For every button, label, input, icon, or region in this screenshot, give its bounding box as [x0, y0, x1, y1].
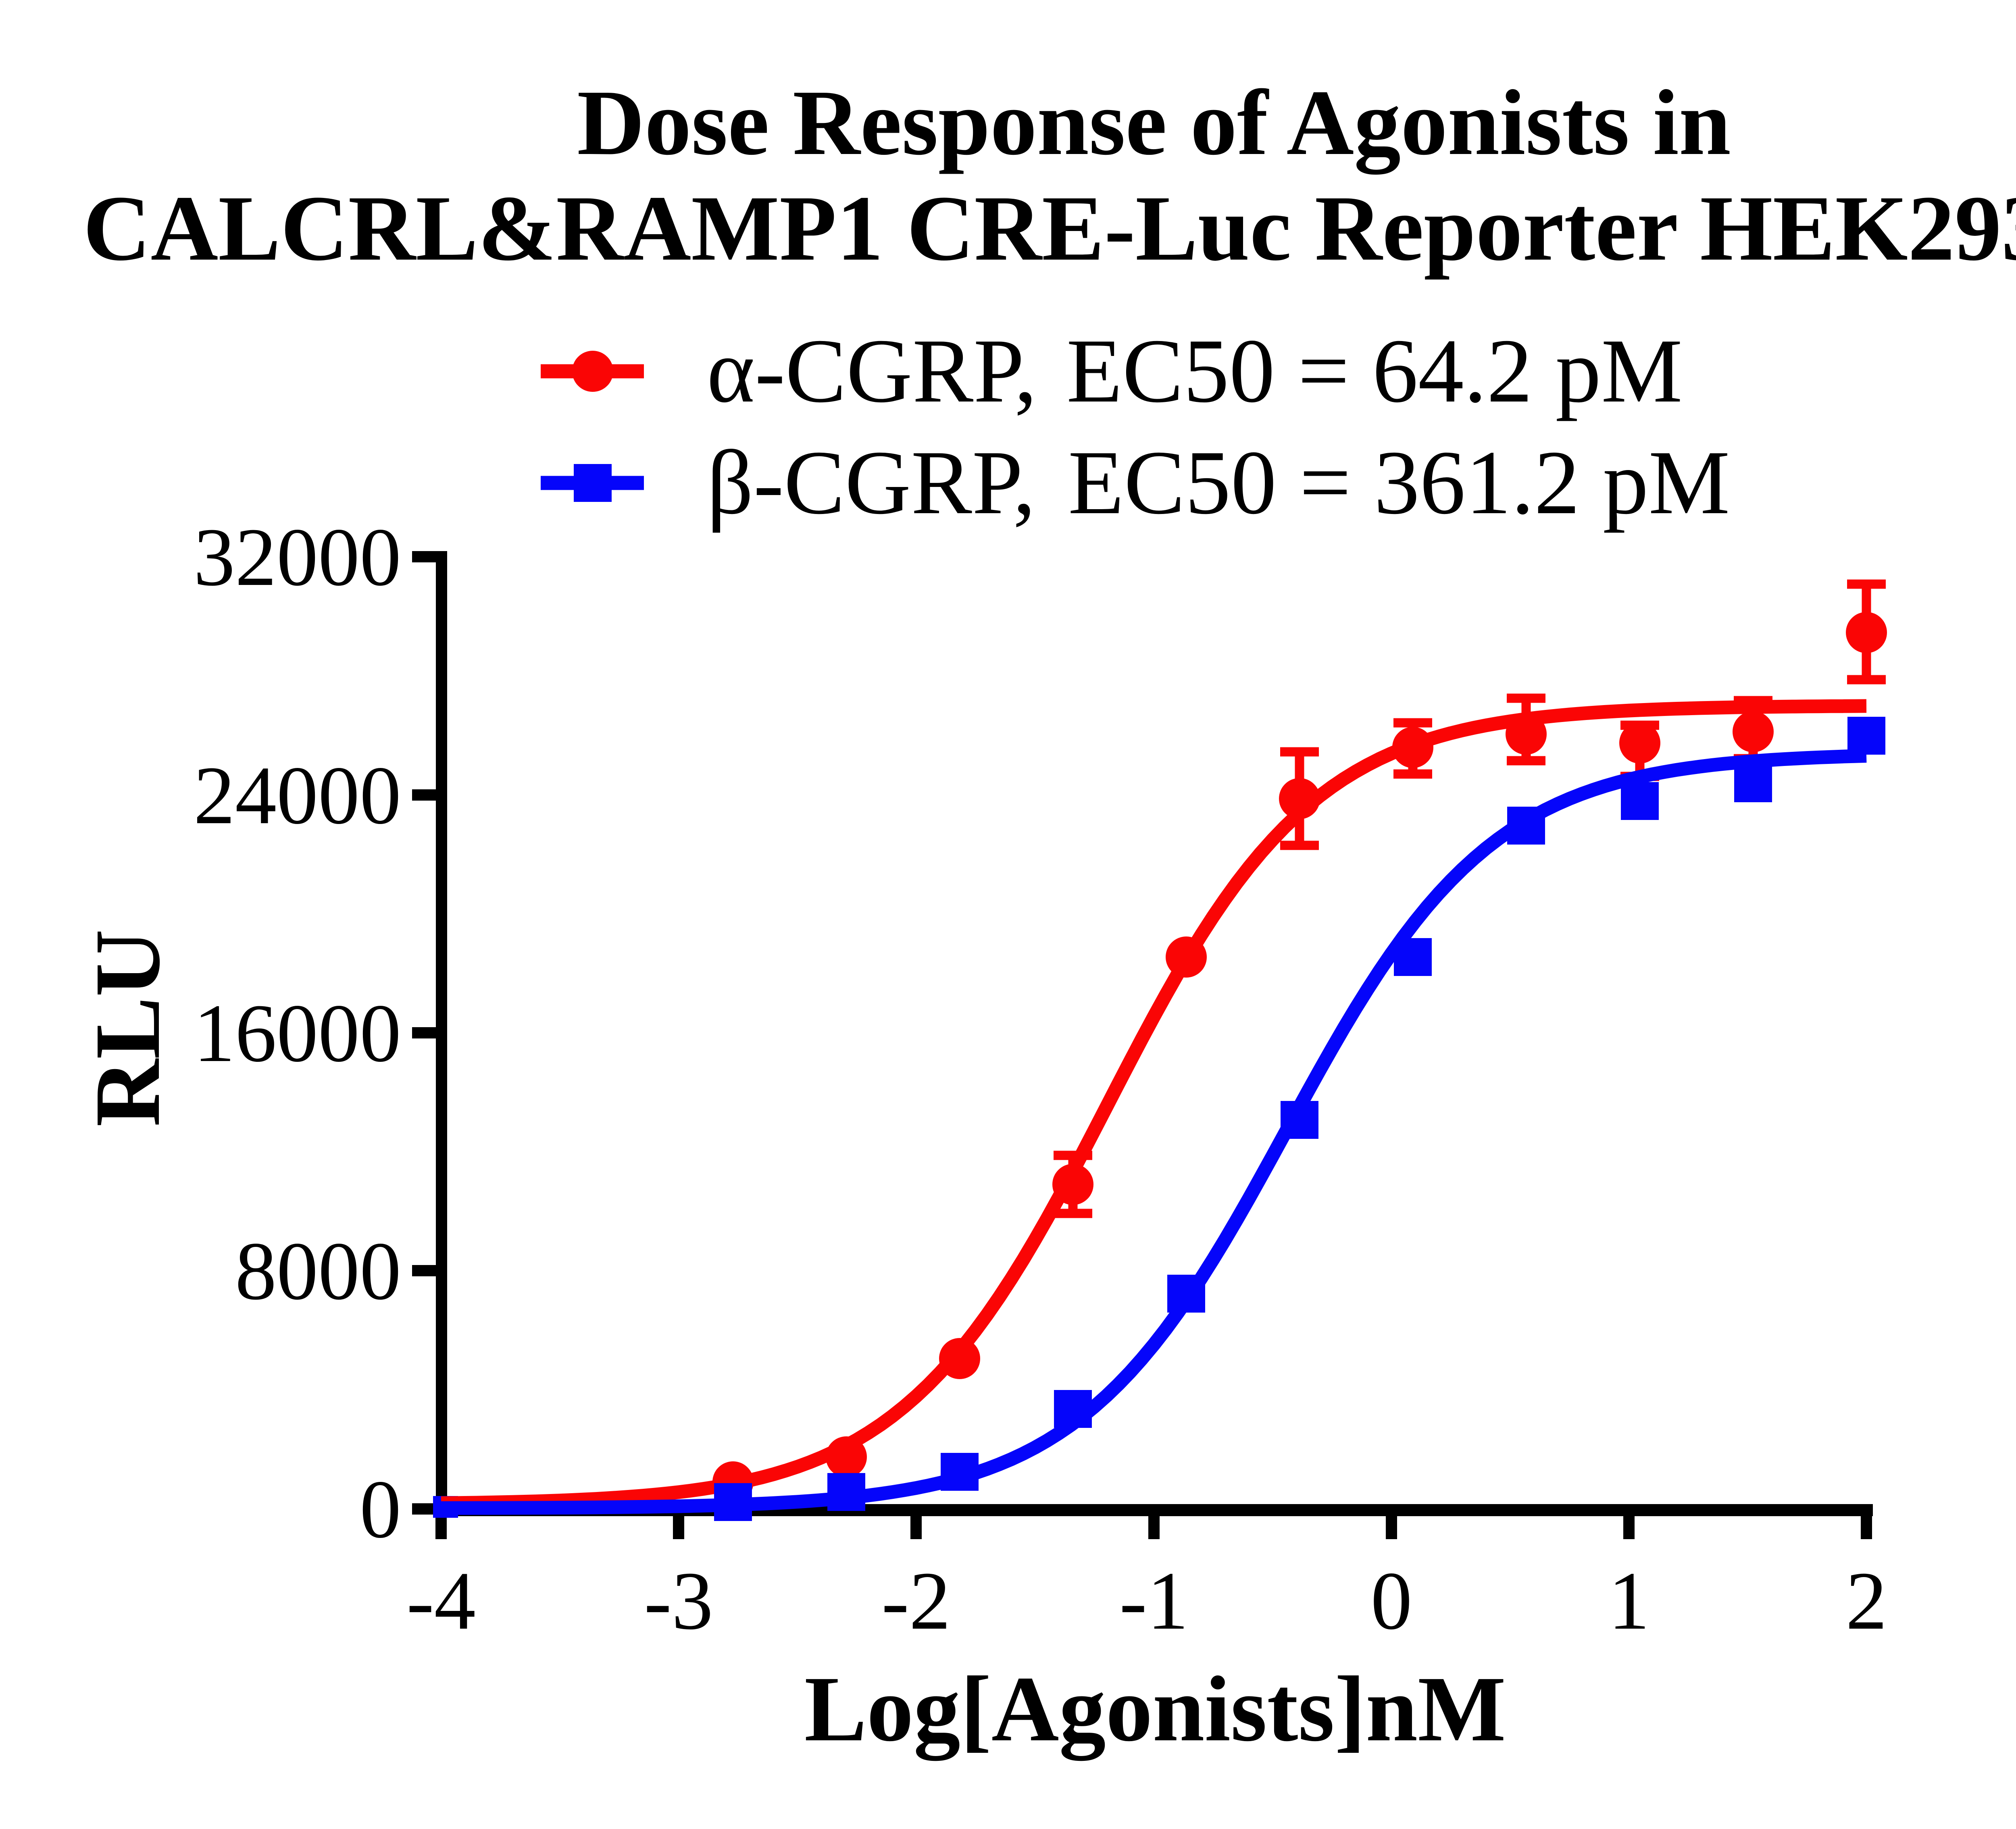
svg-text:-2: -2	[881, 1554, 951, 1647]
svg-text:24000: 24000	[194, 749, 401, 841]
svg-text:32000: 32000	[194, 511, 401, 603]
svg-text:Log[Agonists]nM: Log[Agonists]nM	[804, 1657, 1506, 1761]
svg-text:16000: 16000	[194, 987, 401, 1079]
svg-text:β-CGRP,: β-CGRP,	[707, 432, 1036, 533]
svg-text:2: 2	[1846, 1554, 1887, 1647]
svg-text:-3: -3	[644, 1554, 713, 1647]
svg-text:-1: -1	[1119, 1554, 1189, 1647]
svg-text:8000: 8000	[235, 1225, 401, 1317]
svg-text:CALCRL&RAMP1 CRE-Luc Reporter: CALCRL&RAMP1 CRE-Luc Reporter HEK293(C1)	[83, 177, 2016, 280]
svg-text:α-CGRP,: α-CGRP,	[707, 320, 1037, 422]
svg-text:Dose Response of Agonists in: Dose Response of Agonists in	[577, 71, 1731, 175]
svg-text:-4: -4	[406, 1554, 476, 1647]
svg-text:0: 0	[360, 1463, 401, 1555]
svg-text:0: 0	[1371, 1554, 1412, 1647]
svg-text:EC50 = 64.2 pM: EC50 = 64.2 pM	[1066, 320, 1683, 422]
svg-text:EC50 = 361.2 pM: EC50 = 361.2 pM	[1068, 432, 1730, 533]
svg-text:RLU: RLU	[76, 929, 179, 1127]
svg-text:1: 1	[1608, 1554, 1650, 1647]
